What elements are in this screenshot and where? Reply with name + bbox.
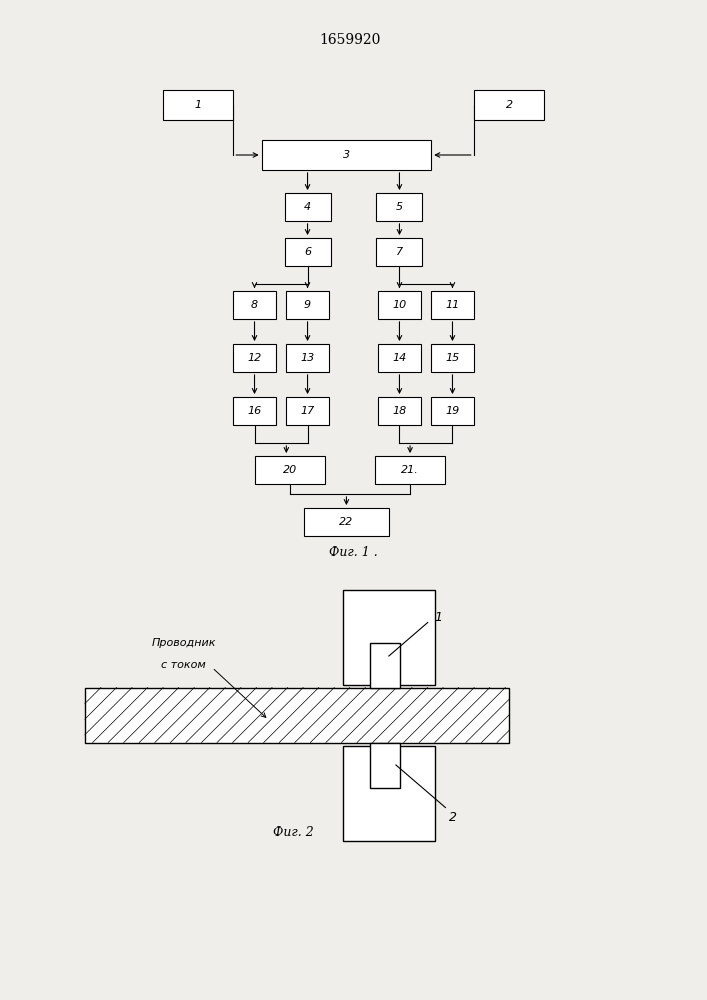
Bar	[286, 291, 329, 319]
Text: 13: 13	[300, 353, 315, 363]
Text: 2: 2	[506, 100, 513, 110]
Bar	[85, 688, 509, 742]
Text: 1659920: 1659920	[320, 33, 380, 47]
Bar	[304, 508, 389, 536]
Bar	[262, 140, 431, 170]
Bar	[378, 397, 421, 425]
Text: 17: 17	[300, 406, 315, 416]
Text: Фиг. 2: Фиг. 2	[273, 826, 314, 839]
Bar	[255, 456, 325, 484]
Text: Фиг. 1 .: Фиг. 1 .	[329, 546, 378, 558]
Bar	[378, 344, 421, 372]
Text: 10: 10	[392, 300, 407, 310]
Text: 5: 5	[396, 202, 403, 212]
Text: 21.: 21.	[401, 465, 419, 475]
Bar	[284, 193, 330, 221]
Bar	[233, 397, 276, 425]
Bar	[376, 238, 422, 266]
Bar	[163, 90, 233, 120]
Bar	[474, 90, 544, 120]
Bar	[370, 643, 400, 688]
Bar	[431, 397, 474, 425]
Bar	[343, 589, 435, 684]
Text: 22: 22	[339, 517, 354, 527]
Bar	[233, 344, 276, 372]
Text: Проводник: Проводник	[151, 638, 216, 648]
Bar	[431, 344, 474, 372]
Text: 19: 19	[445, 406, 460, 416]
Text: 16: 16	[247, 406, 262, 416]
Text: 4: 4	[304, 202, 311, 212]
Text: 6: 6	[304, 247, 311, 257]
Bar	[286, 397, 329, 425]
Text: 1: 1	[435, 611, 443, 624]
Text: 9: 9	[304, 300, 311, 310]
Text: 20: 20	[283, 465, 297, 475]
Text: 2: 2	[449, 811, 457, 824]
Text: 15: 15	[445, 353, 460, 363]
Bar	[376, 193, 422, 221]
Text: 3: 3	[343, 150, 350, 160]
Bar	[233, 291, 276, 319]
Text: 12: 12	[247, 353, 262, 363]
Bar	[370, 742, 400, 788]
Text: 18: 18	[392, 406, 407, 416]
Bar	[284, 238, 330, 266]
Text: 1: 1	[194, 100, 201, 110]
Text: 14: 14	[392, 353, 407, 363]
Text: с током: с током	[161, 660, 206, 670]
Bar	[431, 291, 474, 319]
Bar	[375, 456, 445, 484]
Text: 7: 7	[396, 247, 403, 257]
Bar	[378, 291, 421, 319]
Text: 11: 11	[445, 300, 460, 310]
Bar	[343, 746, 435, 840]
Text: 8: 8	[251, 300, 258, 310]
Bar	[286, 344, 329, 372]
